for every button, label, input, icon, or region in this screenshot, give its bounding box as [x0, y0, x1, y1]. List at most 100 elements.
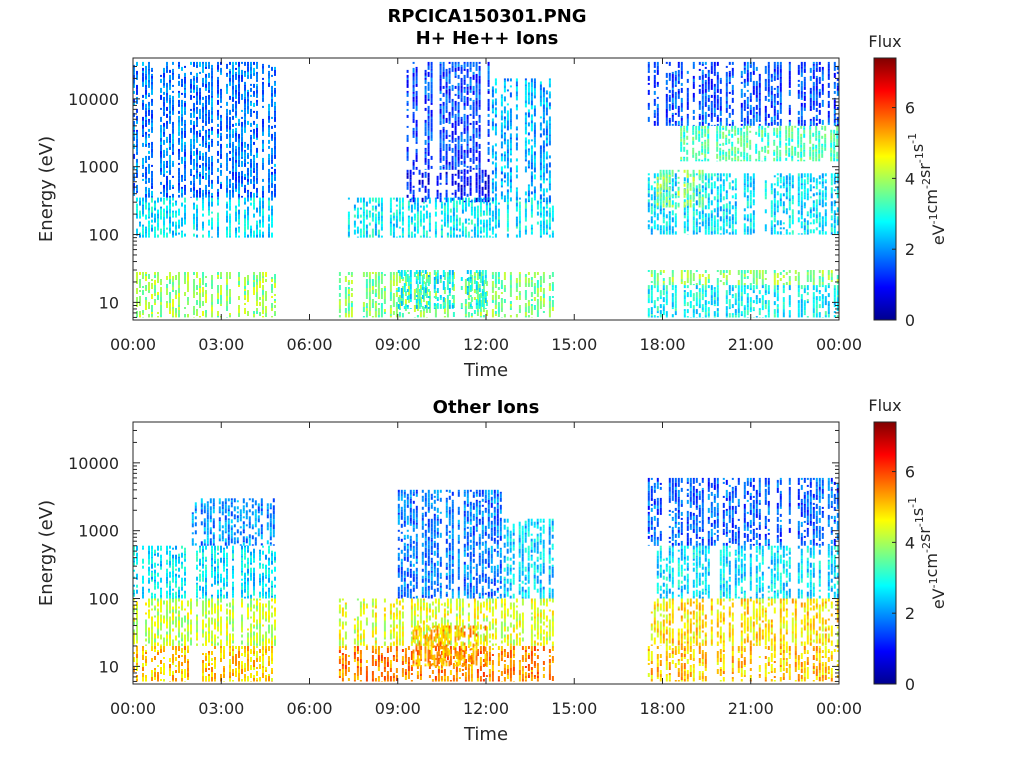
flux-cell — [274, 154, 276, 159]
flux-cell — [220, 162, 222, 165]
flux-cell — [428, 275, 431, 280]
flux-cell — [163, 139, 165, 145]
flux-cell — [473, 235, 476, 238]
flux-cell — [256, 102, 258, 106]
flux-cell — [445, 164, 448, 170]
flux-cell — [533, 124, 536, 130]
flux-cell — [229, 183, 231, 188]
flux-cell — [220, 72, 222, 75]
flux-cell — [274, 112, 276, 117]
flux-cell — [815, 304, 818, 309]
flux-cell — [659, 296, 662, 300]
flux-cell — [710, 182, 713, 187]
flux-cell — [389, 284, 392, 289]
flux-cell — [430, 98, 433, 103]
flux-cell — [211, 70, 213, 76]
flux-cell — [686, 309, 689, 314]
flux-cell — [160, 197, 162, 202]
flux-cell — [424, 270, 427, 274]
flux-cell — [427, 125, 430, 129]
flux-cell — [169, 113, 171, 116]
flux-cell — [406, 158, 409, 161]
flux-cell — [238, 83, 240, 89]
flux-cell — [398, 308, 401, 310]
flux-cell — [821, 274, 824, 277]
flux-cell — [478, 78, 481, 84]
flux-cell — [169, 146, 171, 150]
flux-cell — [421, 172, 424, 178]
flux-cell — [536, 221, 539, 225]
flux-cell — [536, 211, 539, 216]
flux-cell — [412, 171, 415, 175]
flux-cell — [545, 92, 548, 95]
flux-cell — [145, 94, 147, 99]
flux-cell — [235, 84, 237, 90]
flux-cell — [395, 197, 398, 202]
flux-cell — [151, 212, 153, 218]
flux-cell — [728, 299, 731, 304]
flux-cell — [229, 178, 231, 182]
flux-cell — [524, 126, 527, 131]
flux-cell — [533, 105, 536, 109]
flux-cell — [725, 203, 728, 209]
flux-cell — [238, 313, 240, 317]
flux-cell — [458, 234, 461, 238]
flux-cell — [169, 97, 171, 100]
flux-cell — [755, 316, 758, 318]
flux-cell — [803, 230, 806, 233]
flux-cell — [415, 132, 418, 137]
flux-cell — [232, 147, 234, 153]
flux-cell — [163, 227, 165, 230]
flux-cell — [476, 272, 479, 277]
flux-cell — [475, 92, 478, 98]
flux-cell — [542, 148, 545, 153]
flux-cell — [175, 213, 177, 218]
flux-cell — [764, 180, 767, 184]
flux-cell — [484, 270, 487, 275]
flux-cell — [503, 154, 506, 157]
flux-cell — [347, 294, 350, 296]
flux-cell — [449, 217, 452, 223]
flux-cell — [163, 231, 165, 234]
flux-cell — [809, 213, 812, 219]
flux-cell — [259, 229, 261, 232]
flux-cell — [448, 161, 451, 165]
flux-cell — [454, 123, 457, 126]
flux-cell — [208, 206, 210, 209]
flux-cell — [674, 215, 677, 221]
flux-cell — [199, 306, 201, 308]
flux-cell — [478, 104, 481, 107]
flux-cell — [713, 220, 716, 226]
flux-cell — [365, 214, 368, 218]
flux-cell — [439, 134, 442, 139]
flux-cell — [238, 74, 240, 79]
flux-cell — [415, 76, 418, 81]
flux-cell — [466, 288, 469, 292]
flux-cell — [440, 201, 443, 204]
flux-cell — [235, 155, 237, 160]
flux-cell — [148, 163, 150, 169]
flux-cell — [548, 183, 551, 186]
flux-cell — [725, 215, 728, 220]
flux-cell — [422, 274, 425, 279]
flux-cell — [737, 297, 740, 302]
flux-cell — [172, 307, 174, 309]
flux-cell — [443, 210, 446, 213]
flux-cell — [208, 174, 210, 180]
flux-cell — [268, 127, 270, 131]
flux-cell — [469, 69, 472, 72]
flux-cell — [256, 308, 258, 311]
flux-cell — [145, 297, 147, 300]
flux-cell — [226, 133, 228, 139]
flux-cell — [788, 281, 791, 286]
flux-cell — [268, 205, 270, 209]
flux-cell — [226, 215, 228, 219]
flux-cell — [701, 194, 704, 198]
flux-cell — [779, 185, 782, 189]
flux-cell — [782, 312, 785, 318]
flux-cell — [485, 300, 488, 302]
flux-cell — [479, 303, 482, 307]
flux-cell — [407, 290, 410, 295]
flux-cell — [256, 61, 258, 64]
flux-cell — [409, 200, 412, 203]
